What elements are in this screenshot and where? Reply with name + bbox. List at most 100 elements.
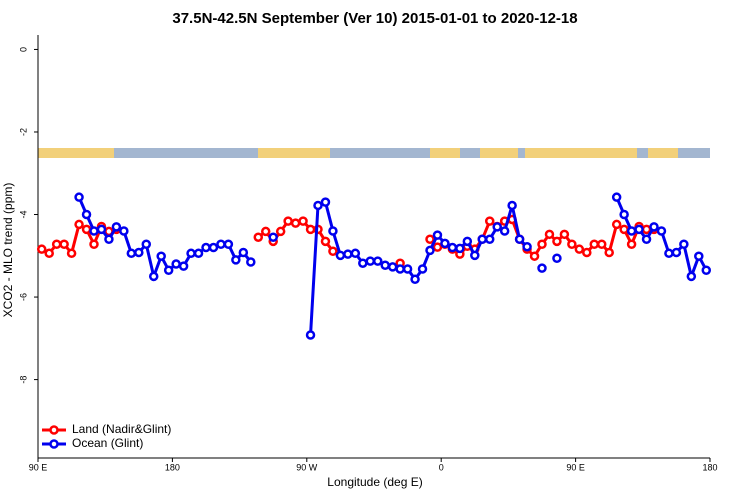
x-tick-label: 0	[439, 462, 444, 472]
point	[507, 200, 517, 211]
point	[567, 239, 577, 249]
y-tick-label: -8	[18, 376, 28, 384]
point	[126, 248, 137, 259]
point	[81, 209, 92, 220]
point	[328, 246, 338, 256]
point	[537, 263, 547, 273]
point	[626, 239, 637, 249]
point	[440, 238, 450, 249]
point	[604, 247, 614, 258]
y-tick-label: -4	[18, 211, 28, 219]
point	[111, 222, 122, 232]
point	[477, 234, 488, 245]
point	[417, 264, 428, 274]
point	[679, 239, 689, 249]
point	[358, 258, 368, 268]
point	[298, 216, 308, 226]
point	[544, 229, 555, 240]
point	[36, 244, 47, 254]
point	[260, 226, 271, 237]
point	[387, 262, 398, 272]
point	[447, 242, 458, 253]
point	[51, 239, 62, 249]
x-tick-label: 90 E	[566, 462, 585, 472]
point	[74, 192, 84, 202]
point	[619, 224, 629, 235]
point	[275, 226, 286, 237]
point	[611, 192, 622, 202]
legend-marker	[49, 425, 59, 435]
x-tick-label: 90 E	[29, 462, 48, 472]
point	[335, 250, 346, 261]
point	[626, 226, 637, 236]
legend-label: Ocean (Glint)	[72, 436, 143, 450]
point	[89, 239, 99, 249]
y-tick-label: 0	[18, 47, 28, 52]
point	[499, 226, 510, 236]
point	[148, 271, 159, 282]
point	[253, 232, 264, 242]
legend-label: Land (Nadir&Glint)	[72, 422, 171, 436]
point	[96, 224, 107, 235]
point	[372, 256, 383, 266]
point	[104, 234, 114, 245]
point	[290, 218, 301, 228]
point	[81, 224, 92, 235]
map-strip	[38, 148, 710, 158]
point	[611, 219, 622, 230]
point	[246, 257, 256, 267]
point	[574, 244, 585, 254]
point	[701, 265, 712, 275]
y-tick-label: -6	[18, 293, 28, 301]
point	[208, 242, 219, 253]
point	[656, 226, 667, 236]
point	[664, 248, 674, 259]
point	[74, 219, 84, 230]
y-tick-label: -2	[18, 128, 28, 136]
point	[119, 226, 129, 236]
point	[365, 256, 376, 266]
point	[671, 247, 682, 258]
legend-marker	[49, 439, 59, 449]
point	[462, 236, 473, 247]
point	[193, 248, 204, 259]
point	[484, 234, 495, 245]
point	[410, 274, 420, 285]
point	[619, 209, 629, 220]
point	[589, 239, 600, 249]
point	[582, 247, 592, 258]
point	[455, 243, 465, 254]
x-tick-label: 180	[165, 462, 180, 472]
point	[223, 239, 234, 249]
point	[380, 260, 390, 271]
point	[343, 249, 353, 259]
point	[59, 239, 69, 249]
point	[201, 242, 211, 253]
point	[134, 247, 144, 258]
point	[231, 255, 241, 265]
point	[320, 236, 331, 247]
point	[686, 271, 697, 282]
point	[44, 248, 54, 259]
point	[470, 250, 480, 261]
chart-title: 37.5N-42.5N September (Ver 10) 2015-01-0…	[172, 10, 577, 27]
x-tick-label: 90 W	[296, 462, 318, 472]
point	[492, 222, 502, 232]
point	[641, 234, 652, 245]
point	[596, 239, 607, 249]
point	[552, 236, 562, 247]
point	[649, 222, 659, 232]
point	[559, 229, 570, 240]
point	[522, 241, 532, 252]
point	[238, 247, 249, 258]
point	[484, 216, 495, 226]
point	[634, 224, 644, 235]
point	[313, 200, 323, 211]
point	[163, 265, 174, 275]
point	[350, 248, 361, 259]
point	[268, 232, 278, 242]
point	[425, 234, 435, 245]
point	[402, 264, 413, 274]
point	[432, 230, 443, 240]
point	[395, 264, 405, 274]
